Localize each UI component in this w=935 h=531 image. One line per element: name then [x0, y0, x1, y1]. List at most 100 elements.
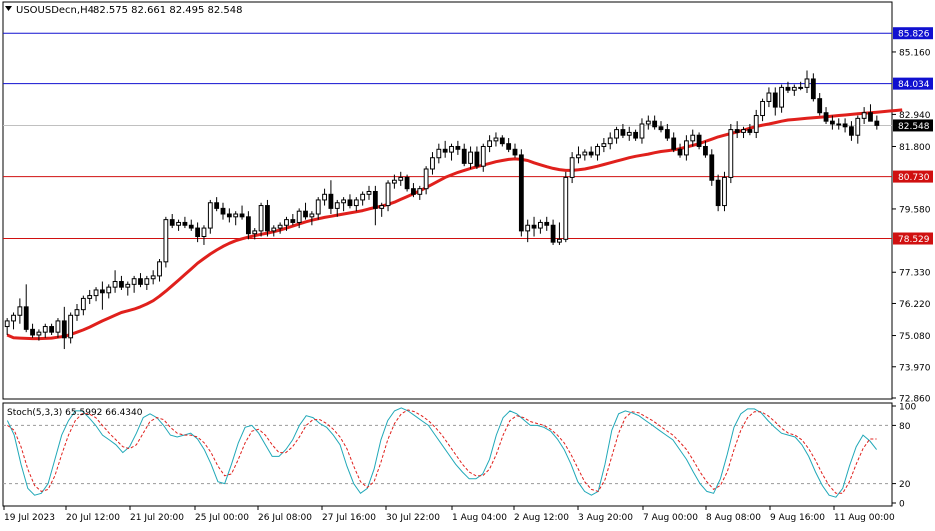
candle[interactable]: [855, 115, 861, 144]
candle[interactable]: [499, 135, 505, 147]
candle[interactable]: [188, 219, 194, 231]
candle[interactable]: [119, 275, 124, 290]
candle[interactable]: [506, 138, 512, 153]
candle[interactable]: [99, 281, 105, 310]
candle[interactable]: [169, 214, 175, 229]
candle[interactable]: [4, 318, 10, 335]
candle[interactable]: [36, 329, 42, 341]
candle[interactable]: [842, 118, 848, 133]
candle[interactable]: [779, 84, 785, 113]
candle[interactable]: [703, 140, 708, 158]
candle[interactable]: [315, 197, 321, 220]
candle[interactable]: [753, 109, 759, 139]
candle[interactable]: [468, 146, 473, 169]
candle[interactable]: [17, 298, 23, 324]
candle[interactable]: [461, 143, 467, 167]
candle[interactable]: [829, 115, 835, 130]
candle[interactable]: [690, 129, 696, 147]
candle[interactable]: [715, 174, 721, 212]
candle[interactable]: [531, 216, 537, 237]
candle[interactable]: [480, 143, 486, 172]
candle[interactable]: [626, 126, 632, 141]
candle[interactable]: [328, 180, 334, 215]
candle[interactable]: [398, 171, 404, 186]
candle[interactable]: [563, 171, 569, 243]
candle[interactable]: [303, 202, 308, 220]
candle[interactable]: [284, 216, 289, 231]
candle[interactable]: [322, 188, 327, 206]
candle[interactable]: [430, 152, 435, 175]
candle[interactable]: [379, 202, 385, 217]
candle[interactable]: [652, 115, 658, 130]
candle[interactable]: [760, 98, 765, 122]
candle[interactable]: [734, 121, 740, 139]
candle[interactable]: [537, 219, 543, 234]
candle[interactable]: [588, 146, 594, 158]
candle[interactable]: [30, 323, 35, 338]
candle[interactable]: [372, 185, 378, 226]
candle[interactable]: [664, 123, 670, 141]
candle[interactable]: [512, 143, 518, 158]
candle[interactable]: [417, 185, 423, 200]
candle[interactable]: [436, 143, 442, 164]
candle[interactable]: [791, 84, 797, 96]
candle[interactable]: [817, 93, 823, 116]
candle[interactable]: [74, 304, 80, 321]
candle[interactable]: [176, 219, 181, 231]
candle[interactable]: [582, 149, 588, 161]
candle[interactable]: [728, 123, 734, 184]
candle[interactable]: [341, 197, 347, 212]
candle[interactable]: [874, 115, 880, 130]
candle[interactable]: [810, 73, 816, 102]
candle[interactable]: [525, 219, 531, 243]
candle[interactable]: [131, 275, 137, 293]
candle[interactable]: [601, 138, 607, 153]
candle[interactable]: [798, 81, 804, 91]
candle[interactable]: [620, 123, 626, 139]
candle[interactable]: [144, 275, 150, 290]
candle[interactable]: [747, 123, 753, 136]
candle[interactable]: [163, 216, 169, 268]
candle[interactable]: [220, 202, 226, 220]
candle[interactable]: [772, 87, 778, 116]
candle[interactable]: [258, 202, 264, 237]
candle[interactable]: [61, 306, 67, 350]
candle[interactable]: [442, 140, 448, 158]
candle[interactable]: [741, 126, 746, 139]
candle[interactable]: [671, 132, 677, 153]
candle[interactable]: [112, 270, 118, 293]
candle[interactable]: [607, 132, 613, 150]
candle[interactable]: [645, 115, 651, 130]
candle[interactable]: [709, 149, 715, 186]
candle[interactable]: [569, 152, 575, 184]
candle[interactable]: [849, 121, 854, 141]
candle[interactable]: [125, 281, 131, 296]
candle[interactable]: [544, 216, 550, 231]
candle[interactable]: [722, 171, 727, 212]
candle[interactable]: [518, 149, 524, 237]
candle[interactable]: [474, 146, 480, 169]
candle[interactable]: [207, 199, 213, 234]
candle[interactable]: [861, 107, 867, 124]
candle[interactable]: [366, 185, 372, 200]
candle[interactable]: [201, 225, 207, 245]
candle[interactable]: [68, 312, 74, 344]
candle[interactable]: [658, 121, 664, 133]
candle[interactable]: [11, 312, 16, 330]
candle[interactable]: [385, 180, 391, 212]
candle[interactable]: [411, 183, 416, 198]
candle[interactable]: [239, 205, 245, 220]
candle[interactable]: [423, 166, 429, 195]
candle[interactable]: [353, 197, 359, 212]
candle[interactable]: [823, 107, 829, 124]
candle[interactable]: [360, 191, 366, 206]
candle[interactable]: [868, 104, 873, 122]
candle[interactable]: [226, 208, 232, 223]
candle[interactable]: [309, 211, 315, 226]
candle[interactable]: [80, 295, 86, 316]
candle[interactable]: [296, 208, 302, 229]
candle[interactable]: [836, 118, 842, 130]
candle[interactable]: [804, 70, 810, 94]
